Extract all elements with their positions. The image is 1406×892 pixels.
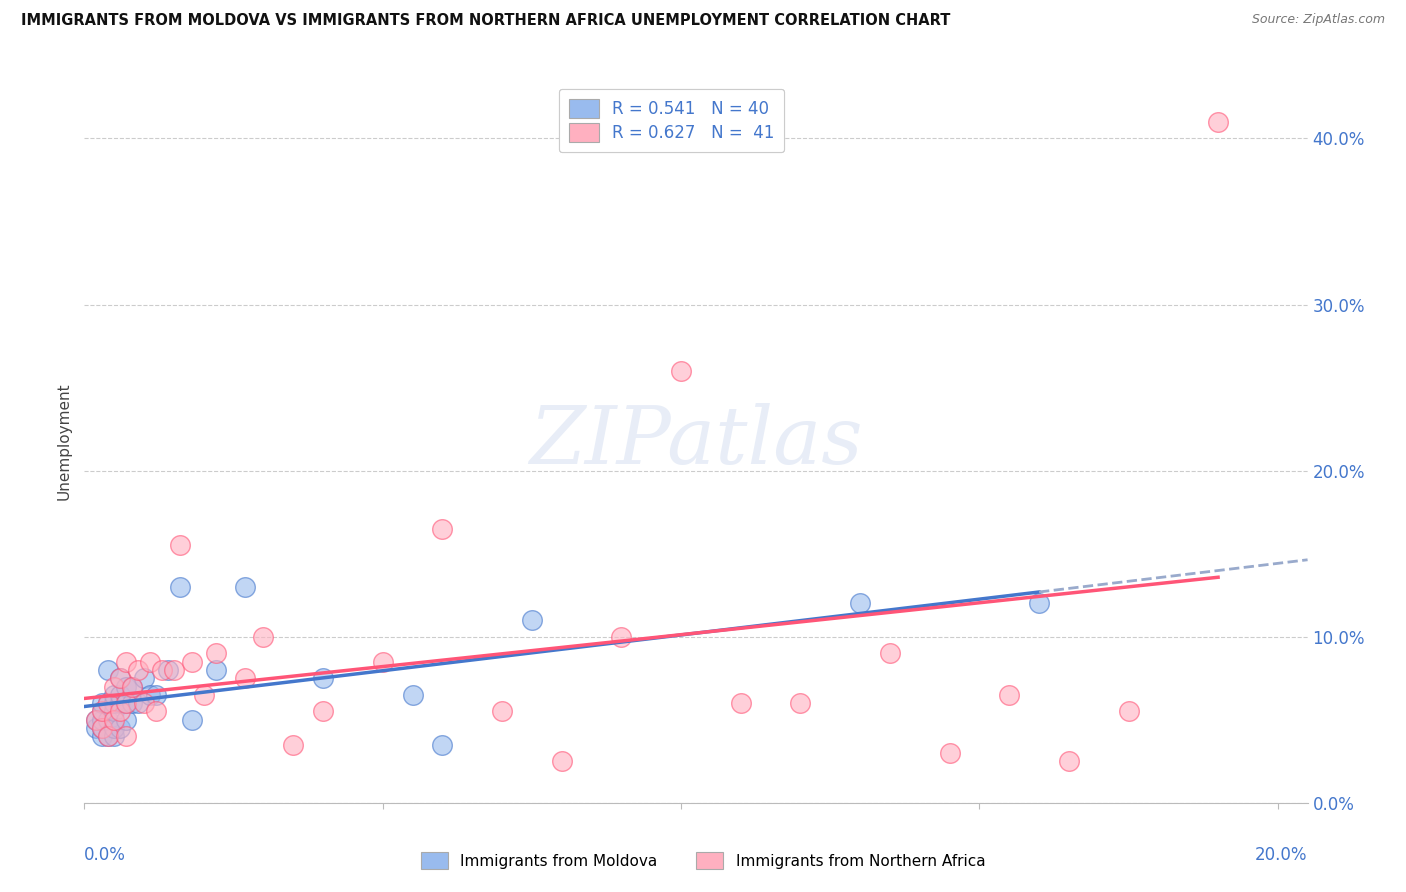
Point bbox=[132, 671, 155, 685]
Point bbox=[108, 688, 131, 702]
Point bbox=[91, 713, 114, 727]
Point bbox=[91, 696, 114, 710]
Point bbox=[204, 646, 226, 660]
Point bbox=[97, 730, 120, 744]
Point bbox=[84, 721, 107, 735]
Point bbox=[163, 663, 186, 677]
Point bbox=[103, 713, 125, 727]
Point bbox=[115, 696, 138, 710]
Point bbox=[108, 671, 131, 685]
Point bbox=[108, 705, 131, 719]
Point bbox=[669, 364, 692, 378]
Text: Source: ZipAtlas.com: Source: ZipAtlas.com bbox=[1251, 13, 1385, 27]
Point bbox=[145, 705, 167, 719]
Point bbox=[312, 705, 335, 719]
Point bbox=[127, 696, 149, 710]
Point bbox=[97, 730, 120, 744]
Point bbox=[1206, 115, 1229, 129]
Legend: R = 0.541   N = 40, R = 0.627   N =  41: R = 0.541 N = 40, R = 0.627 N = 41 bbox=[558, 88, 785, 153]
Point bbox=[371, 655, 394, 669]
Point bbox=[998, 688, 1021, 702]
Point bbox=[115, 713, 138, 727]
Point bbox=[730, 696, 752, 710]
Point bbox=[169, 538, 191, 552]
Point bbox=[115, 680, 138, 694]
Point bbox=[169, 580, 191, 594]
Point bbox=[193, 688, 215, 702]
Point bbox=[84, 713, 107, 727]
Point bbox=[432, 522, 454, 536]
Point bbox=[145, 688, 167, 702]
Point bbox=[1118, 705, 1140, 719]
Point bbox=[84, 713, 107, 727]
Point bbox=[204, 663, 226, 677]
Point bbox=[115, 696, 138, 710]
Point bbox=[91, 730, 114, 744]
Text: ZIPatlas: ZIPatlas bbox=[529, 403, 863, 480]
Point bbox=[235, 580, 257, 594]
Point bbox=[789, 696, 811, 710]
Text: 20.0%: 20.0% bbox=[1256, 847, 1308, 864]
Point bbox=[103, 696, 125, 710]
Point bbox=[180, 713, 202, 727]
Point bbox=[432, 738, 454, 752]
Point bbox=[491, 705, 513, 719]
Point bbox=[103, 705, 125, 719]
Point bbox=[1057, 754, 1080, 768]
Text: IMMIGRANTS FROM MOLDOVA VS IMMIGRANTS FROM NORTHERN AFRICA UNEMPLOYMENT CORRELAT: IMMIGRANTS FROM MOLDOVA VS IMMIGRANTS FR… bbox=[21, 13, 950, 29]
Point bbox=[127, 663, 149, 677]
Point bbox=[610, 630, 633, 644]
Point bbox=[103, 730, 125, 744]
Point bbox=[108, 721, 131, 735]
Point bbox=[97, 696, 120, 710]
Point bbox=[103, 721, 125, 735]
Point bbox=[156, 663, 179, 677]
Point bbox=[121, 680, 143, 694]
Point bbox=[108, 696, 131, 710]
Point bbox=[97, 663, 120, 677]
Point bbox=[150, 663, 173, 677]
Point bbox=[103, 688, 125, 702]
Point bbox=[938, 746, 960, 760]
Point bbox=[235, 671, 257, 685]
Point bbox=[849, 597, 872, 611]
Point bbox=[312, 671, 335, 685]
Point bbox=[520, 613, 543, 627]
Point bbox=[551, 754, 574, 768]
Point bbox=[121, 696, 143, 710]
Point bbox=[103, 680, 125, 694]
Point bbox=[132, 696, 155, 710]
Legend: Immigrants from Moldova, Immigrants from Northern Africa: Immigrants from Moldova, Immigrants from… bbox=[415, 846, 991, 875]
Point bbox=[180, 655, 202, 669]
Point bbox=[139, 688, 162, 702]
Point bbox=[91, 721, 114, 735]
Point bbox=[91, 705, 114, 719]
Point bbox=[401, 688, 423, 702]
Point bbox=[108, 671, 131, 685]
Point bbox=[121, 680, 143, 694]
Point bbox=[879, 646, 901, 660]
Point bbox=[115, 730, 138, 744]
Point bbox=[91, 705, 114, 719]
Point bbox=[115, 655, 138, 669]
Point bbox=[97, 713, 120, 727]
Point bbox=[252, 630, 274, 644]
Point bbox=[1028, 597, 1050, 611]
Text: 0.0%: 0.0% bbox=[84, 847, 127, 864]
Point bbox=[91, 721, 114, 735]
Point bbox=[139, 655, 162, 669]
Point bbox=[283, 738, 305, 752]
Point bbox=[97, 696, 120, 710]
Y-axis label: Unemployment: Unemployment bbox=[56, 383, 72, 500]
